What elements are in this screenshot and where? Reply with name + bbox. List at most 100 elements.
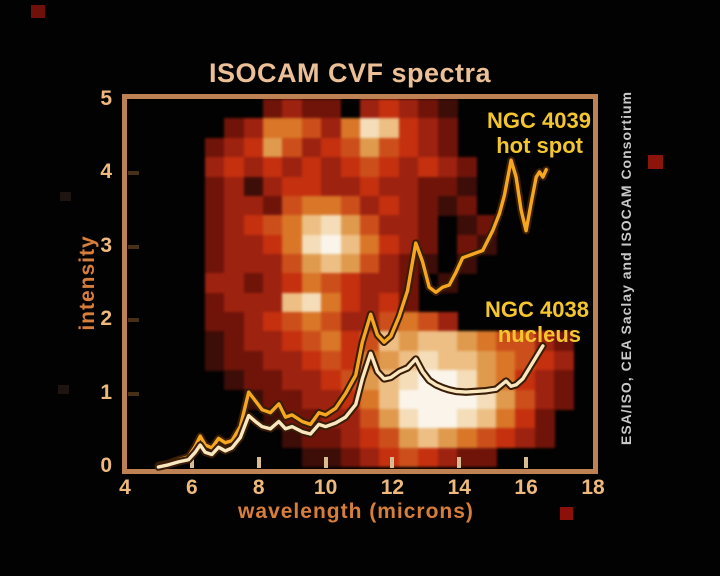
- galaxy-pixel: [262, 312, 284, 333]
- y-tick-label: 5: [100, 87, 112, 111]
- galaxy-pixel: [282, 350, 303, 371]
- galaxy-pixel: [418, 137, 439, 158]
- galaxy-pixel: [379, 176, 400, 197]
- galaxy-pixel: [554, 370, 575, 391]
- galaxy-pixel: [301, 292, 322, 313]
- x-tick-label: 6: [186, 476, 198, 499]
- galaxy-pixel: [321, 273, 342, 294]
- galaxy-pixel: [534, 408, 555, 430]
- galaxy-pixel: [418, 312, 439, 333]
- galaxy-pixel: [437, 312, 458, 333]
- galaxy-pixel: [224, 253, 245, 275]
- galaxy-pixel: [418, 428, 439, 449]
- galaxy-pixel: [418, 157, 439, 178]
- plot-frame: [122, 94, 598, 474]
- galaxy-pixel: [340, 253, 361, 275]
- galaxy-pixel: [379, 389, 400, 410]
- galaxy-pixel: [282, 370, 303, 391]
- galaxy-pixel: [476, 428, 497, 449]
- galaxy-pixel: [301, 215, 322, 236]
- galaxy-pixel: [243, 157, 264, 178]
- galaxy-pixel: [418, 234, 439, 255]
- galaxy-pixel: [243, 253, 264, 275]
- galaxy-pixel: [418, 331, 439, 352]
- x-tick-label: 8: [252, 476, 265, 499]
- galaxy-pixel: [243, 350, 264, 371]
- galaxy-pixel: [204, 273, 225, 294]
- galaxy-pixel: [379, 118, 400, 139]
- galaxy-pixel: [554, 389, 575, 410]
- galaxy-pixel: [282, 157, 303, 178]
- y-tick-mark: [128, 171, 139, 176]
- galaxy-pixel: [398, 157, 419, 178]
- galaxy-pixel: [340, 118, 361, 139]
- galaxy-pixel: [243, 312, 264, 333]
- annotation-line: hot spot: [496, 133, 583, 158]
- galaxy-pixel: [224, 215, 245, 236]
- galaxy-pixel: [262, 292, 284, 313]
- y-tick-label: 1: [100, 380, 112, 404]
- x-tick-label: 10: [313, 476, 338, 499]
- galaxy-pixel: [360, 215, 381, 236]
- y-tick-label: 0: [100, 454, 112, 478]
- galaxy-pixel: [379, 195, 400, 216]
- x-tick-mark: [256, 457, 261, 468]
- galaxy-pixel: [321, 312, 342, 333]
- galaxy-pixel: [282, 176, 303, 197]
- galaxy-pixel: [418, 176, 439, 197]
- galaxy-pixel: [360, 157, 381, 178]
- galaxy-pixel: [321, 157, 342, 178]
- galaxy-pixel: [321, 137, 342, 158]
- galaxy-pixel: [495, 331, 517, 352]
- galaxy-pixel: [379, 215, 400, 236]
- galaxy-pixel: [398, 408, 419, 430]
- galaxy-pixel: [301, 447, 322, 467]
- y-tick-mark: [128, 244, 139, 249]
- galaxy-pixel: [340, 176, 361, 197]
- galaxy-pixel: [204, 215, 225, 236]
- credit-text: ESA/ISO, CEA Saclay and ISOCAM Consortiu…: [618, 91, 634, 445]
- galaxy-pixel: [224, 312, 245, 333]
- galaxy-pixel: [321, 350, 342, 371]
- galaxy-pixel: [515, 389, 536, 410]
- galaxy-pixel: [204, 253, 225, 275]
- galaxy-pixel: [224, 350, 245, 371]
- galaxy-pixel: [457, 350, 478, 371]
- galaxy-pixel: [204, 176, 225, 197]
- galaxy-pixel: [262, 273, 284, 294]
- galaxy-pixel: [379, 157, 400, 178]
- galaxy-pixel: [321, 428, 342, 449]
- y-axis-label: intensity: [76, 235, 99, 331]
- galaxy-pixel: [282, 312, 303, 333]
- galaxy-pixel: [340, 331, 361, 352]
- noise-pixel: [560, 507, 573, 520]
- galaxy-pixel: [243, 273, 264, 294]
- galaxy-pixel: [360, 273, 381, 294]
- galaxy-pixel: [360, 428, 381, 449]
- galaxy-pixel: [262, 99, 284, 120]
- galaxy-pixel: [457, 447, 478, 467]
- galaxy-pixel: [321, 215, 342, 236]
- galaxy-pixel: [457, 428, 478, 449]
- galaxy-pixel: [204, 350, 225, 371]
- galaxy-pixel: [398, 370, 419, 391]
- galaxy-pixel: [340, 312, 361, 333]
- galaxy-pixel: [360, 292, 381, 313]
- y-tick-mark: [128, 318, 139, 323]
- galaxy-pixel: [457, 331, 478, 352]
- galaxy-pixel: [301, 176, 322, 197]
- galaxy-pixel: [379, 273, 400, 294]
- galaxy-pixel: [360, 176, 381, 197]
- galaxy-pixel: [360, 99, 381, 120]
- galaxy-pixel: [379, 428, 400, 449]
- nucleus-spectrum-curve: [156, 344, 545, 469]
- galaxy-pixel: [282, 137, 303, 158]
- galaxy-pixel: [262, 234, 284, 255]
- galaxy-pixel: [321, 195, 342, 216]
- galaxy-pixel: [282, 195, 303, 216]
- galaxy-pixel: [457, 370, 478, 391]
- galaxy-pixel: [437, 176, 458, 197]
- galaxy-pixel: [457, 215, 478, 236]
